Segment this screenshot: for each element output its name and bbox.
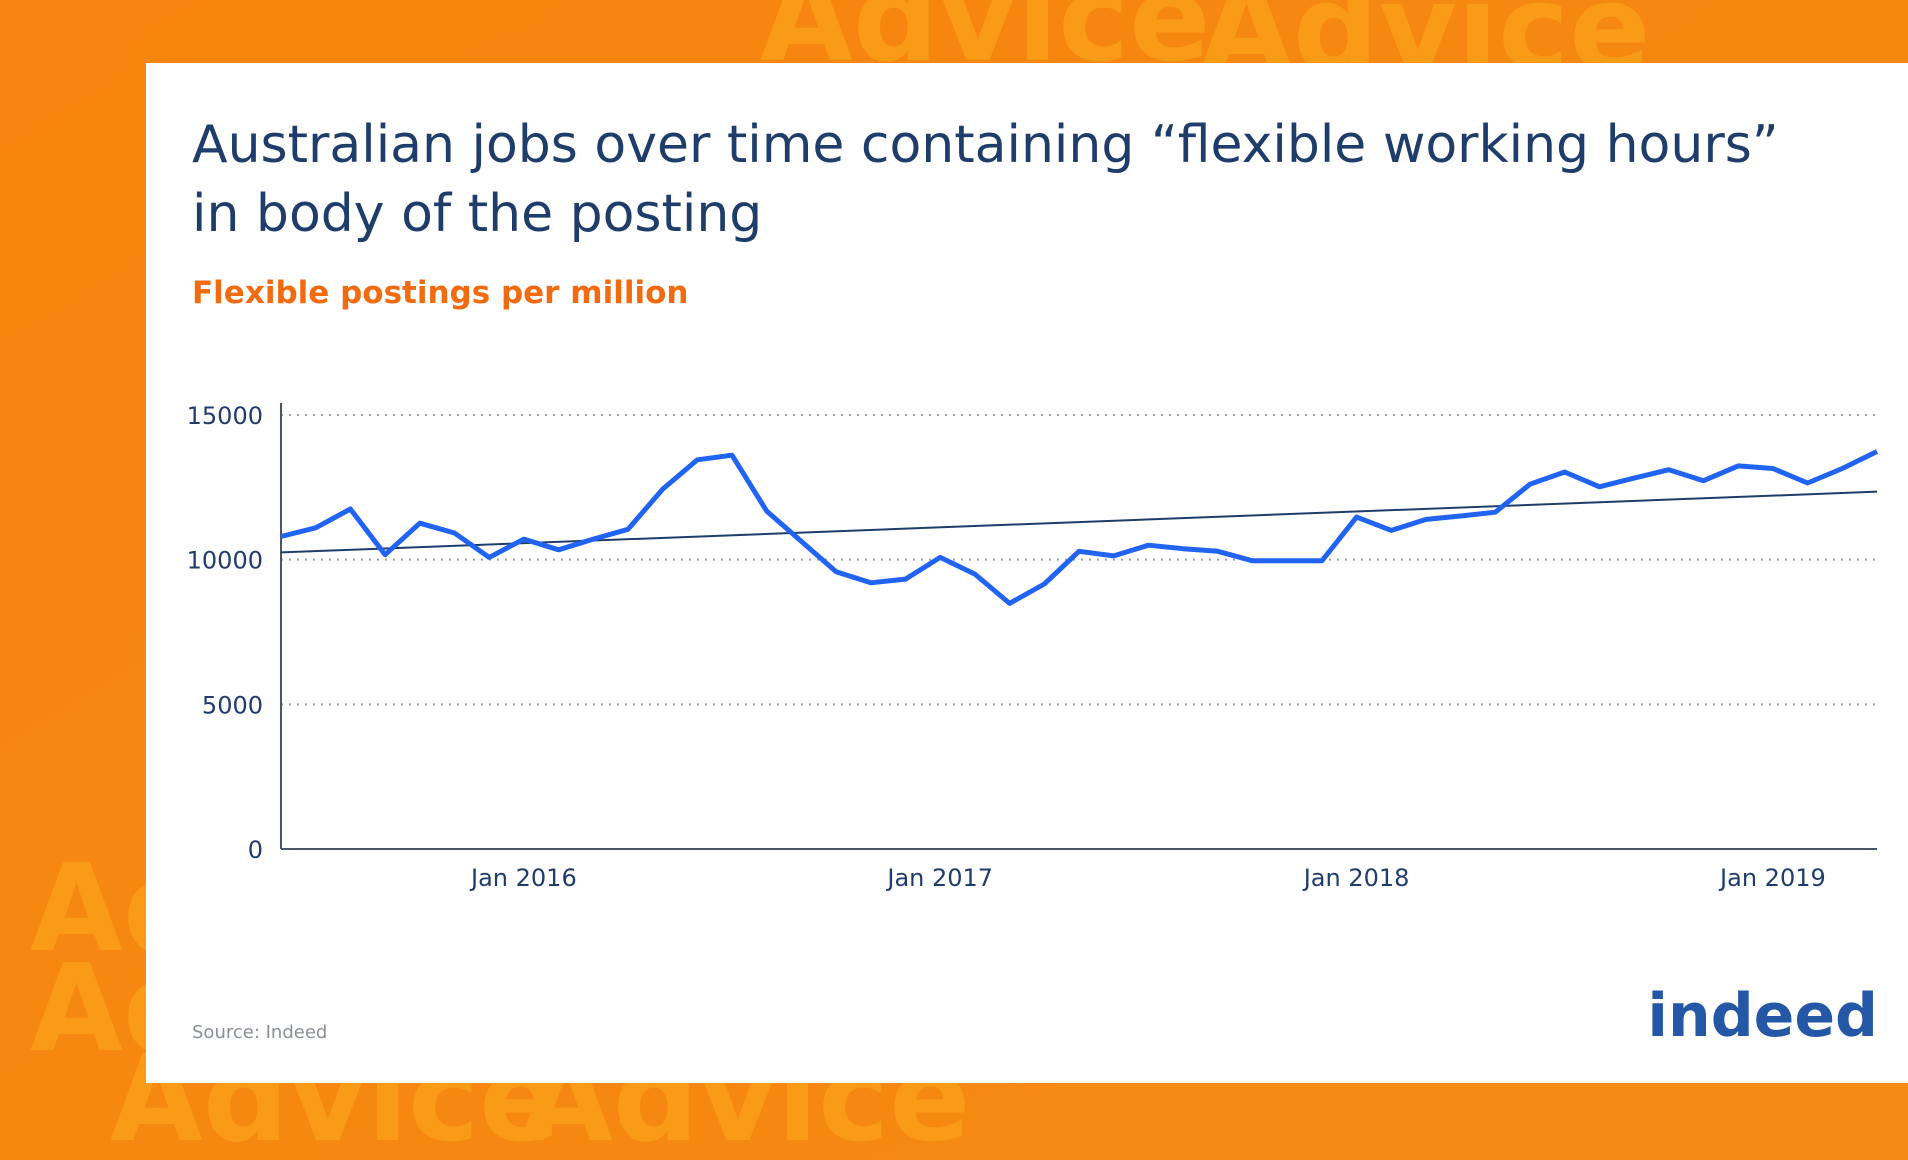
x-tick-label: Jan 2016 bbox=[469, 864, 577, 892]
y-tick-label: 0 bbox=[248, 836, 263, 864]
trend-line bbox=[280, 490, 1878, 554]
x-tick-label: Jan 2018 bbox=[1302, 864, 1410, 892]
chart-title: in body of the posting bbox=[192, 184, 762, 244]
chart-title: Australian jobs over time containing “fl… bbox=[192, 115, 1779, 175]
y-tick-label: 10000 bbox=[187, 547, 263, 575]
x-tick-label: Jan 2017 bbox=[885, 864, 993, 892]
card bbox=[146, 63, 1908, 1083]
y-tick-label: 15000 bbox=[187, 402, 263, 430]
source: Source: Indeed bbox=[192, 1022, 327, 1043]
y-tick-label: 5000 bbox=[202, 691, 263, 719]
x-tick-label: Jan 2019 bbox=[1718, 864, 1826, 892]
logo: indeed bbox=[1647, 981, 1878, 1051]
chart-subtitle: Flexible postings per million bbox=[192, 275, 688, 311]
data-line bbox=[280, 449, 1879, 606]
